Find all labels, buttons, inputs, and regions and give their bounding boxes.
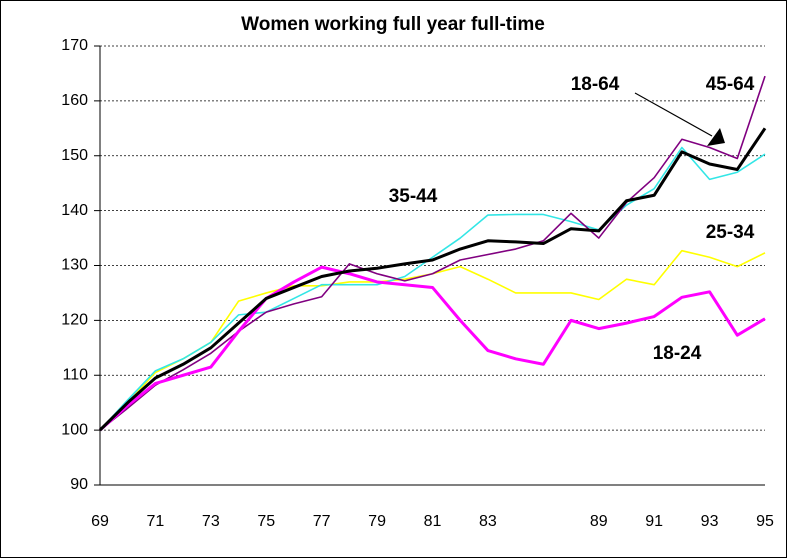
lines	[98, 75, 767, 432]
series-label: 18-24	[653, 343, 702, 364]
x-tick-label: 75	[257, 513, 275, 530]
x-tick-label: 95	[756, 513, 774, 530]
series-label: 18-64	[571, 74, 620, 95]
x-tick-label: 81	[424, 513, 442, 530]
series-line	[99, 75, 766, 431]
series-label: 35-44	[389, 186, 438, 207]
x-tick-label: 69	[91, 513, 109, 530]
y-tick-label: 160	[61, 92, 88, 109]
y-tick-label: 120	[61, 312, 88, 329]
x-tick-label: 93	[701, 513, 719, 530]
x-tick-label: 77	[313, 513, 331, 530]
y-tick-label: 90	[70, 476, 88, 493]
chart-title: Women working full year full-time	[241, 14, 545, 35]
x-tick-label: 91	[645, 513, 663, 530]
x-tick-label: 89	[590, 513, 608, 530]
x-tick-label: 83	[479, 513, 497, 530]
annotation-arrow	[634, 92, 713, 137]
series-line	[98, 127, 767, 432]
series-label: 25-34	[706, 222, 755, 243]
y-tick-label: 130	[61, 257, 88, 274]
series-line	[99, 265, 766, 432]
y-tick-label: 150	[61, 147, 88, 164]
y-tick-label: 140	[61, 202, 88, 219]
x-tick-label: 71	[147, 513, 165, 530]
series-label: 45-64	[706, 74, 755, 95]
y-tick-label: 170	[61, 37, 88, 54]
x-tick-label: 79	[368, 513, 386, 530]
y-tick-label: 100	[61, 421, 88, 438]
y-tick-label: 110	[62, 366, 88, 383]
arrow-head	[707, 128, 725, 146]
series-line	[99, 146, 766, 431]
x-tick-label: 73	[202, 513, 220, 530]
